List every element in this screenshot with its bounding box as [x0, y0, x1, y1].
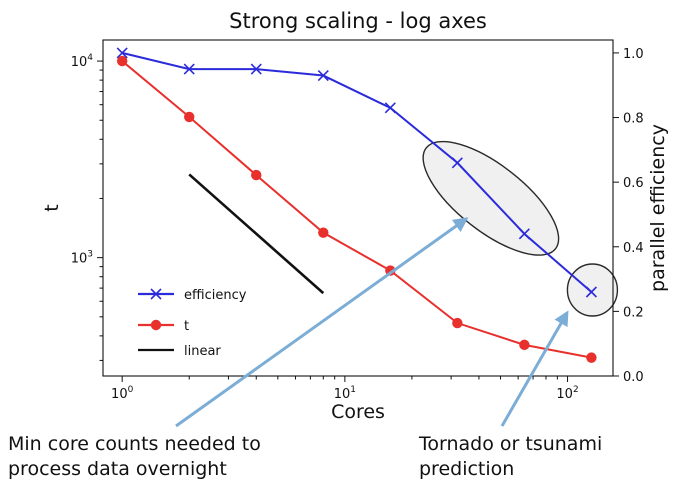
- annotation-min-core-counts-line-2: process data overnight: [8, 458, 227, 480]
- annotation-tornado-prediction: Tornado or tsunami prediction: [419, 432, 602, 482]
- data-point-t: [184, 111, 195, 123]
- data-point-t: [318, 227, 329, 238]
- legend-marker-t: [150, 319, 162, 331]
- data-point-efficiency: [317, 69, 329, 82]
- x-tick-label: 102: [556, 385, 578, 402]
- annotation-tornado-prediction-line-2: prediction: [419, 458, 515, 480]
- series-line-efficiency: [121, 51, 593, 293]
- annotation-min-core-counts: Min core counts needed to process data o…: [8, 432, 261, 482]
- x-marker-stroke: [518, 228, 530, 240]
- data-point-t: [452, 317, 463, 329]
- annotation-arrow-min-core-counts: [175, 217, 469, 428]
- x-tick-label: 101: [334, 385, 356, 402]
- x-marker-stroke: [116, 47, 128, 59]
- y-axis-label: t: [41, 204, 63, 211]
- series-line-t: [121, 60, 592, 359]
- annotation-arrow-tornado-prediction: [500, 310, 569, 427]
- x-marker-stroke: [451, 157, 463, 169]
- x-marker-stroke: [250, 63, 262, 75]
- legend-marker-efficiency: [150, 288, 162, 300]
- legend-label-t: t: [184, 319, 189, 334]
- data-point-t: [116, 55, 128, 67]
- y-tick-label: 104: [71, 53, 94, 70]
- x-marker-stroke: [585, 286, 597, 298]
- y2-tick-label: 0.4: [623, 241, 644, 256]
- data-point-efficiency: [116, 47, 128, 59]
- series-line-linear: [188, 173, 325, 295]
- data-point-efficiency: [451, 157, 463, 169]
- x-marker-stroke: [150, 288, 162, 300]
- annotation-tornado-prediction-line-1: Tornado or tsunami: [419, 433, 603, 455]
- x-marker-stroke: [317, 69, 329, 82]
- data-point-t: [251, 169, 262, 181]
- data-point-efficiency: [250, 63, 262, 75]
- x-axis-label: Cores: [331, 401, 385, 423]
- data-point-efficiency: [585, 286, 597, 298]
- y2-tick-label: 0.8: [623, 112, 644, 127]
- y2-axis-label: parallel efficiency: [647, 124, 669, 292]
- y-tick-label: 103: [71, 250, 93, 267]
- data-point-efficiency: [518, 228, 530, 240]
- data-point-efficiency: [183, 63, 195, 75]
- annotation-min-core-counts-line-1: Min core counts needed to: [8, 433, 261, 455]
- data-point-t: [519, 339, 530, 351]
- data-point-t: [586, 352, 597, 363]
- legend-label-linear: linear: [184, 344, 221, 359]
- y2-tick-label: 1.0: [623, 47, 644, 62]
- x-tick-label: 100: [111, 385, 134, 402]
- chart-title: Strong scaling - log axes: [229, 9, 487, 33]
- x-marker-stroke: [183, 63, 195, 75]
- y2-tick-label: 0.0: [623, 370, 644, 385]
- plot-frame: [102, 39, 614, 377]
- x-marker-stroke: [384, 102, 396, 114]
- y2-tick-label: 0.6: [623, 176, 644, 191]
- legend-label-efficiency: efficiency: [184, 288, 247, 303]
- y2-tick-label: 0.2: [623, 305, 644, 320]
- data-point-efficiency: [384, 102, 396, 114]
